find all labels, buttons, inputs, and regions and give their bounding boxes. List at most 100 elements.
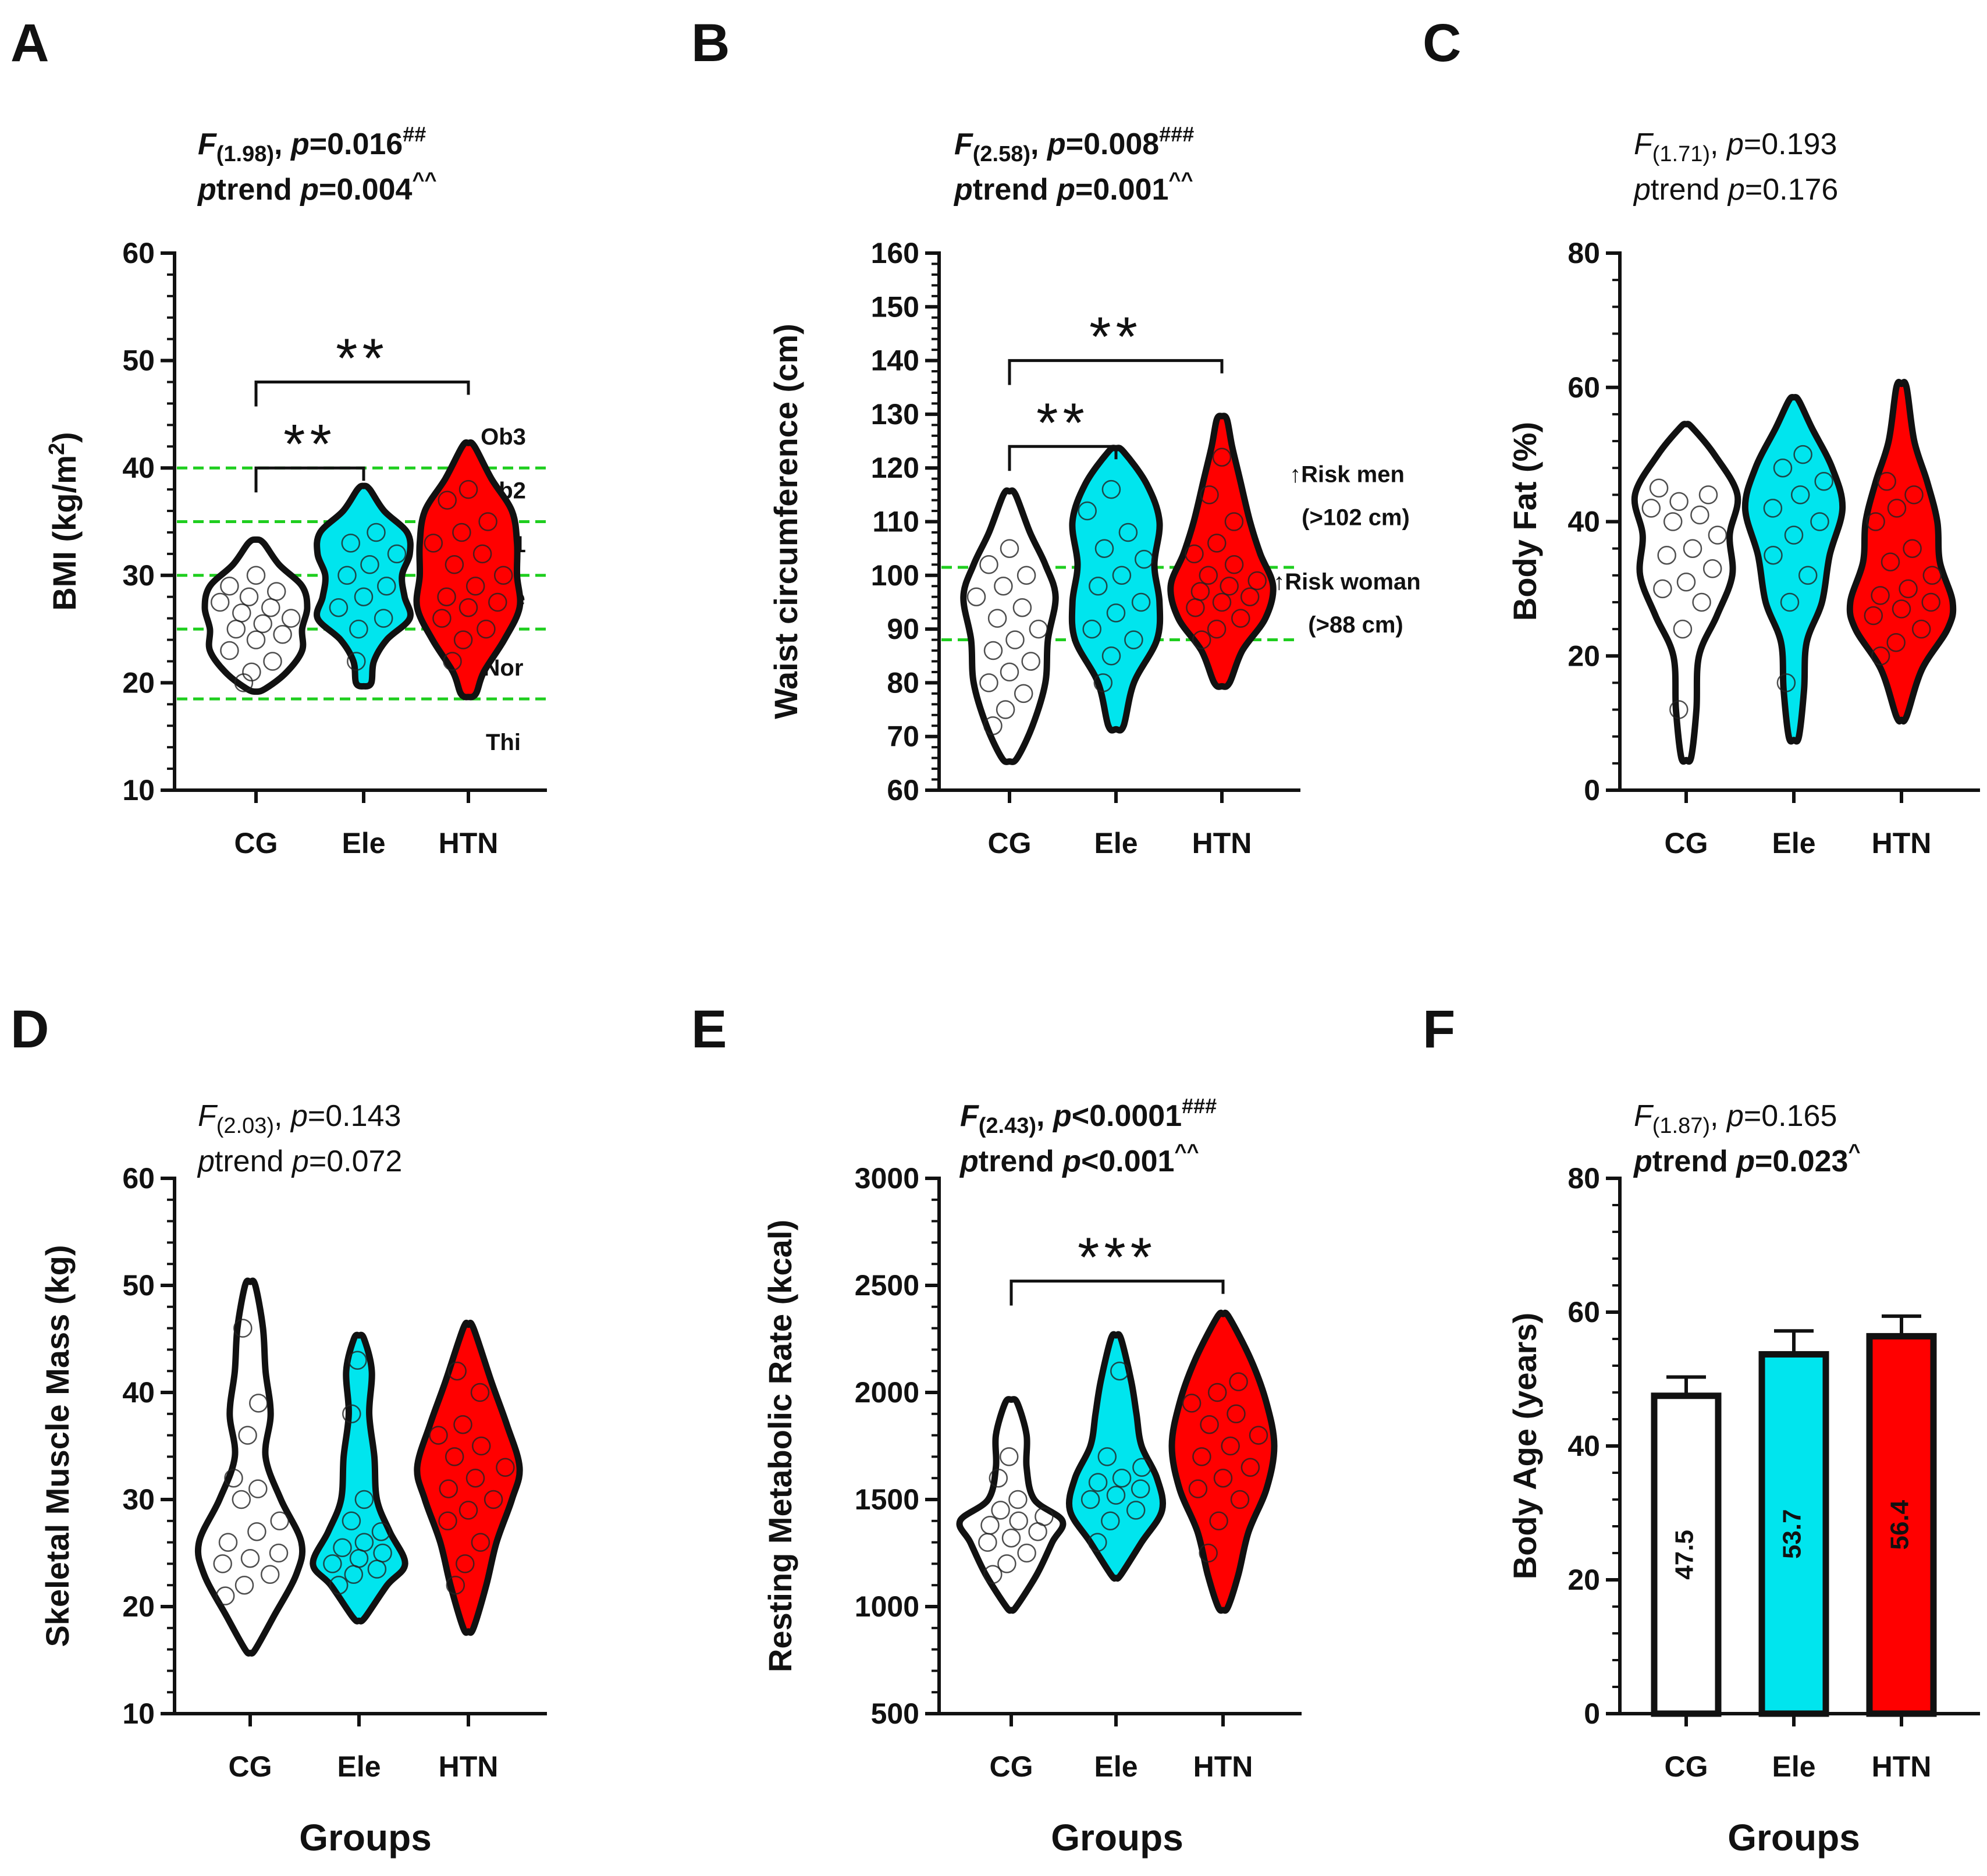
- panel-E: E F(2.43), p<0.0001###ptrend p<0.001^^ 500…: [691, 1000, 1302, 1859]
- violin-body: [1846, 379, 1957, 724]
- data-point: [1101, 646, 1121, 666]
- data-point: [997, 1554, 1016, 1573]
- data-point: [1126, 1501, 1146, 1520]
- data-point: [458, 598, 478, 617]
- data-point: [453, 1415, 472, 1434]
- data-point: [1676, 573, 1696, 592]
- x-axis-title: Groups: [1051, 1817, 1183, 1859]
- data-point: [1207, 1383, 1227, 1402]
- data-point: [1899, 579, 1918, 599]
- data-point: [210, 592, 230, 612]
- data-point: [1231, 609, 1250, 628]
- data-point: [1101, 479, 1121, 499]
- data-point: [1017, 1543, 1036, 1563]
- data-point: [438, 1511, 457, 1531]
- data-point: [1230, 1490, 1250, 1509]
- x-category-label: Ele: [1094, 1750, 1138, 1783]
- data-point: [1690, 505, 1709, 525]
- data-point: [281, 609, 301, 628]
- data-point: [1653, 579, 1672, 599]
- data-point: [1221, 1436, 1240, 1456]
- data-point: [240, 1548, 260, 1568]
- data-point: [1112, 566, 1132, 585]
- y-tick-label: 30: [122, 1483, 155, 1516]
- data-point: [446, 1575, 465, 1595]
- data-point: [991, 1501, 1010, 1520]
- violin-cg: [1631, 421, 1741, 765]
- data-point: [1649, 478, 1669, 498]
- stats-line-1: F(1.71), p=0.193: [1634, 127, 1837, 166]
- violin-htn: [414, 1319, 523, 1636]
- y-tick-label: 40: [122, 452, 155, 484]
- data-point: [248, 1479, 268, 1498]
- y-tick-label: 80: [887, 666, 919, 699]
- category-label-ob3: Ob3: [481, 424, 526, 450]
- y-tick-label: 150: [871, 290, 919, 323]
- violin-body: [194, 1277, 306, 1657]
- data-point: [1209, 1511, 1228, 1531]
- data-point: [1866, 512, 1885, 531]
- data-point: [1212, 447, 1232, 467]
- stats-line-1: F(2.03), p=0.143: [198, 1099, 401, 1138]
- data-point: [348, 1351, 367, 1370]
- bar-rect: [1866, 1333, 1937, 1717]
- x-category-label: CG: [229, 1750, 272, 1783]
- data-point: [1005, 630, 1025, 649]
- data-point: [1009, 1511, 1028, 1531]
- data-point: [337, 566, 357, 585]
- panel-C: C F(1.71), p=0.193 ptrend p=0.176 0 20 40 60 80…: [1423, 13, 1980, 859]
- data-point: [979, 555, 998, 574]
- data-point: [220, 641, 239, 660]
- data-point: [458, 1501, 478, 1520]
- data-point: [224, 1468, 243, 1488]
- data-point: [1199, 566, 1218, 585]
- violin-body: [960, 487, 1059, 765]
- significance-stars: **: [1036, 392, 1089, 454]
- x-category-label: CG: [990, 1750, 1033, 1783]
- y-axis-title: Body Fat (%): [1506, 422, 1543, 621]
- y-tick-label: 160: [871, 237, 919, 269]
- data-point: [1200, 485, 1219, 504]
- y-tick-label: 100: [871, 559, 919, 592]
- y-tick-label: 1000: [855, 1590, 919, 1623]
- y-tick-label: 2500: [855, 1269, 919, 1302]
- violin-body: [201, 536, 311, 695]
- x-category-label: CG: [988, 827, 1032, 859]
- stats-line-2: ptrend p=0.001^^: [953, 168, 1193, 207]
- data-point: [1669, 700, 1689, 719]
- data-point: [432, 609, 452, 628]
- data-point: [447, 1361, 467, 1381]
- data-point: [1088, 1533, 1107, 1552]
- data-point: [354, 587, 374, 606]
- data-point: [215, 1586, 235, 1605]
- data-point: [1814, 472, 1833, 491]
- data-point: [1016, 566, 1036, 585]
- data-point: [1903, 539, 1922, 558]
- panel-D: D F(2.03), p=0.143 ptrend p=0.072 10 20 30 40 5…: [10, 1000, 547, 1859]
- data-point: [453, 630, 473, 649]
- data-point: [1000, 539, 1019, 558]
- data-point: [1871, 646, 1890, 666]
- data-point: [1810, 512, 1829, 531]
- y-tick-label: 80: [1567, 237, 1600, 269]
- violin-htn: [413, 439, 524, 701]
- x-category-label: CG: [1665, 827, 1708, 859]
- stats-line-1: F(1.98), p=0.016##: [198, 122, 426, 166]
- y-tick-label: 0: [1584, 1697, 1600, 1730]
- x-category-label: HTN: [1872, 1750, 1932, 1783]
- x-category-label: Ele: [1772, 827, 1815, 859]
- data-point: [373, 1543, 392, 1563]
- data-point: [354, 1533, 374, 1552]
- data-point: [1207, 534, 1227, 553]
- significance-bracket: **: [1008, 392, 1118, 471]
- data-point: [270, 1511, 289, 1531]
- violin-cg: [194, 1277, 306, 1657]
- category-label-thi: Thi: [486, 730, 521, 755]
- data-point: [1192, 630, 1211, 649]
- data-point: [471, 1436, 491, 1456]
- data-point: [1001, 1528, 1021, 1548]
- data-point: [1014, 684, 1033, 704]
- data-point: [496, 1458, 515, 1477]
- stats-line-2: ptrend p=0.176: [1633, 173, 1838, 207]
- data-point: [1190, 582, 1210, 601]
